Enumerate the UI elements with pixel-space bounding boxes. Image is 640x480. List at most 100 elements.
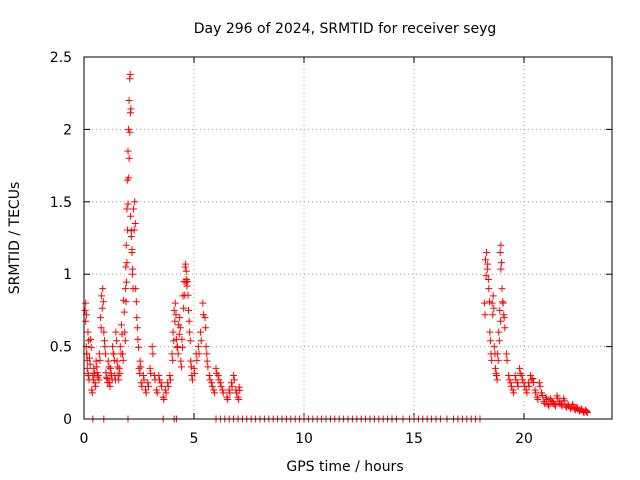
y-tick-label: 0 — [63, 412, 72, 428]
data-point — [110, 350, 118, 358]
data-point — [82, 317, 90, 325]
data-point — [516, 364, 524, 372]
data-point — [122, 241, 130, 249]
data-point — [496, 248, 504, 256]
data-point — [172, 311, 180, 319]
chart-title: Day 296 of 2024, SRMTID for receiver sey… — [194, 21, 497, 37]
data-point — [201, 314, 209, 322]
data-point — [137, 363, 145, 371]
data-point — [176, 314, 184, 322]
data-point — [155, 372, 163, 380]
data-point — [507, 379, 515, 387]
data-point — [197, 328, 205, 336]
data-point — [128, 248, 136, 256]
data-point — [137, 379, 145, 387]
data-point — [123, 259, 131, 267]
data-point — [180, 304, 188, 312]
data-point — [123, 205, 131, 213]
x-tick-label: 0 — [80, 431, 89, 447]
data-point — [121, 328, 129, 336]
data-point — [124, 200, 132, 208]
data-point — [224, 395, 232, 403]
data-point — [219, 389, 227, 397]
data-point — [217, 382, 225, 390]
data-point — [125, 174, 133, 182]
data-point — [120, 308, 128, 316]
data-point — [216, 379, 224, 387]
data-point — [531, 386, 539, 394]
data-point — [205, 372, 213, 380]
data-point — [119, 356, 127, 364]
data-point — [130, 205, 137, 213]
data-point — [102, 350, 110, 358]
data-point — [128, 270, 136, 278]
data-point — [84, 328, 92, 336]
y-axis-label: SRMTID / TECUs — [7, 182, 23, 295]
data-point — [493, 372, 500, 380]
data-point — [142, 386, 150, 394]
data-point — [194, 343, 202, 351]
data-point — [138, 382, 146, 390]
data-point — [512, 376, 520, 384]
data-point — [489, 292, 497, 300]
data-point — [518, 372, 526, 380]
data-points — [81, 70, 591, 423]
data-point — [177, 357, 185, 365]
axes: 0 5 10 15 20 0 0.5 1 1.5 2 2.5 — [50, 50, 612, 447]
data-point — [203, 357, 211, 365]
data-point — [179, 343, 187, 351]
data-point — [176, 324, 184, 332]
data-point — [153, 389, 161, 397]
data-point — [115, 376, 123, 384]
data-point — [97, 314, 104, 322]
data-point — [498, 285, 506, 293]
data-point — [114, 363, 122, 371]
data-point — [208, 382, 216, 390]
data-point — [131, 198, 139, 206]
data-point — [105, 379, 113, 387]
data-point — [130, 226, 138, 234]
data-point — [113, 337, 121, 345]
data-point — [187, 357, 195, 365]
data-point — [190, 364, 198, 372]
data-point — [507, 382, 515, 390]
data-point — [102, 369, 110, 377]
data-point — [153, 386, 161, 394]
data-point — [203, 350, 211, 358]
x-tick-label: 15 — [405, 431, 423, 447]
data-point — [158, 382, 166, 390]
data-point — [136, 369, 144, 377]
y-tick-label: 2 — [63, 122, 72, 138]
data-point — [199, 299, 207, 307]
data-point — [124, 226, 132, 234]
data-point — [523, 389, 531, 397]
data-point — [484, 276, 492, 284]
data-point — [493, 376, 501, 384]
data-point — [488, 299, 496, 307]
data-point — [168, 350, 176, 358]
data-point — [486, 328, 494, 336]
data-point — [503, 356, 511, 364]
data-point — [133, 314, 141, 322]
data-point — [146, 364, 154, 372]
data-point — [149, 350, 157, 358]
data-point — [157, 379, 165, 387]
data-point — [494, 350, 502, 358]
data-point — [501, 324, 509, 332]
data-point — [98, 292, 106, 300]
data-point — [142, 389, 150, 397]
x-tick-label: 10 — [295, 431, 313, 447]
data-point — [124, 147, 132, 155]
data-point — [235, 383, 243, 391]
data-point — [544, 401, 552, 409]
data-point — [496, 306, 504, 314]
data-point — [164, 379, 172, 387]
data-point — [230, 372, 238, 380]
data-point — [505, 372, 513, 380]
data-point — [86, 354, 93, 362]
data-point — [147, 369, 155, 377]
data-point — [99, 298, 107, 306]
data-point — [498, 259, 506, 267]
data-point — [502, 350, 510, 358]
data-point — [495, 328, 503, 336]
